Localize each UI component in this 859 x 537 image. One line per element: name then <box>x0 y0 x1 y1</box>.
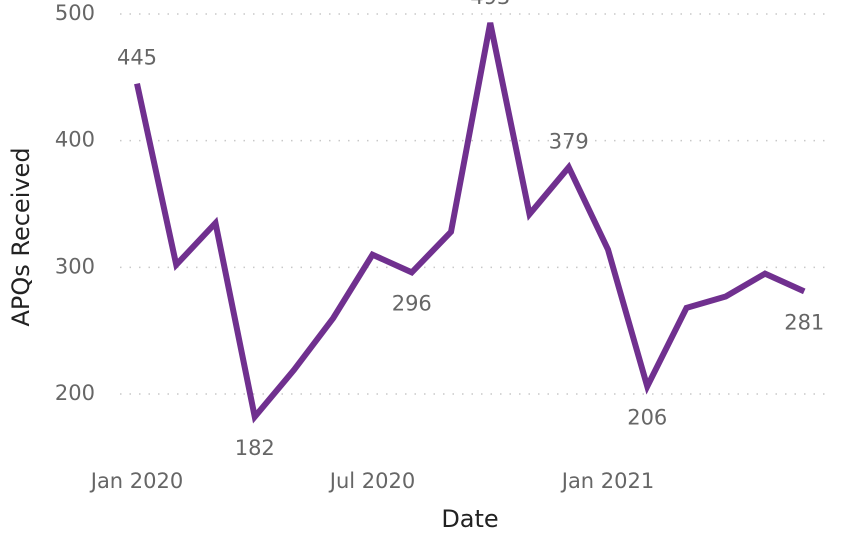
line <box>134 22 806 424</box>
data-label: 493 <box>470 0 510 9</box>
data-label: 182 <box>235 436 275 460</box>
y-tick-label: 300 <box>55 254 95 278</box>
x-axis-title: Date <box>441 505 498 533</box>
y-tick-label: 400 <box>55 128 95 152</box>
x-tick-label: Jan 2020 <box>89 469 184 493</box>
x-tick-label: Jan 2021 <box>560 469 655 493</box>
x-tick-label: Jul 2020 <box>328 469 415 493</box>
data-label: 445 <box>117 46 157 70</box>
y-axis-title: APQs Received <box>7 147 35 326</box>
data-label: 379 <box>549 129 589 153</box>
y-tick-label: 200 <box>55 381 95 405</box>
data-label: 281 <box>784 310 824 334</box>
y-tick-label: 500 <box>55 1 95 25</box>
data-label: 296 <box>392 291 432 315</box>
data-label: 206 <box>627 405 667 429</box>
